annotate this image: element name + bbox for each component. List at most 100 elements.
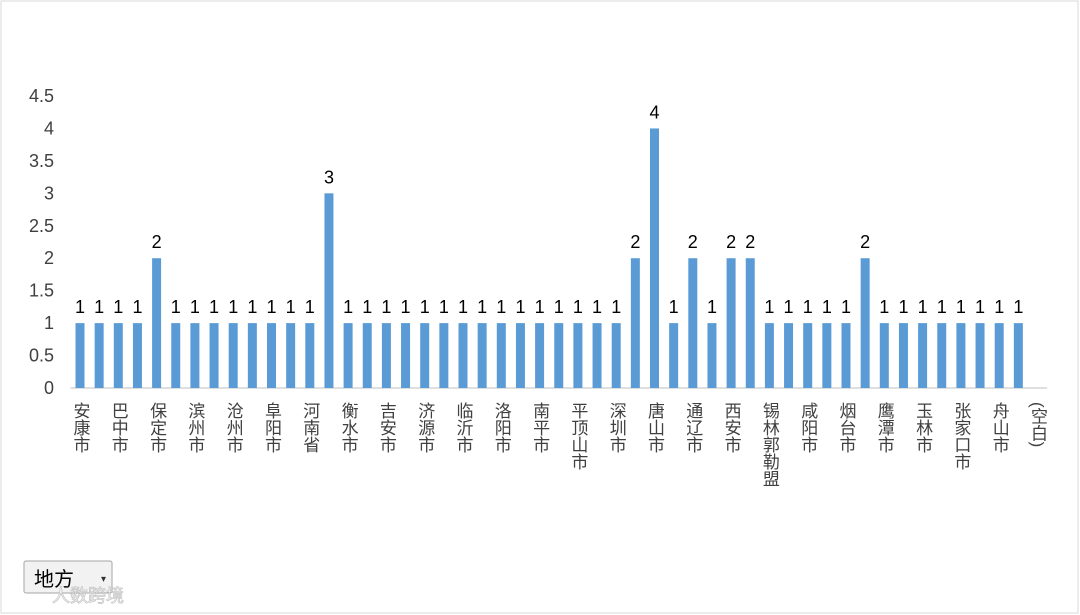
bar	[803, 323, 813, 388]
x-tick-label: 衡水市	[339, 402, 359, 453]
data-label: 1	[381, 297, 391, 317]
bar	[554, 323, 564, 388]
data-label: 1	[458, 297, 468, 317]
data-label: 1	[535, 297, 545, 317]
data-label: 2	[152, 232, 162, 252]
data-label: 1	[879, 297, 889, 317]
bar	[918, 323, 928, 388]
data-label: 2	[745, 232, 755, 252]
x-tick-label: 吉安市	[377, 402, 397, 453]
field-button-label[interactable]: 地方	[34, 568, 74, 591]
bar	[190, 323, 200, 388]
bar	[860, 258, 870, 388]
data-label: 1	[132, 297, 142, 317]
data-label: 2	[630, 232, 640, 252]
bar	[496, 323, 506, 388]
data-label: 1	[898, 297, 908, 317]
data-label: 1	[113, 297, 123, 317]
bar	[439, 323, 449, 388]
data-label: 1	[707, 297, 717, 317]
bar	[1013, 323, 1023, 388]
data-label: 1	[841, 297, 851, 317]
field-button-box[interactable]	[23, 560, 113, 594]
bar	[132, 323, 142, 388]
x-tick-label: 张家口市	[951, 402, 971, 470]
x-tick-label: 河南省	[300, 402, 320, 453]
bar	[458, 323, 468, 388]
data-label: 1	[496, 297, 506, 317]
data-label: 1	[1013, 297, 1023, 317]
x-tick-label: 锡林郭勒盟	[760, 402, 780, 487]
bar	[784, 323, 794, 388]
bar	[381, 323, 391, 388]
x-tick-label: 滨州市	[185, 402, 205, 453]
y-tick-label: 0.5	[29, 346, 54, 366]
data-label: 1	[343, 297, 353, 317]
bar	[937, 323, 947, 388]
watermark: 人数跨境	[52, 586, 124, 606]
data-label: 1	[611, 297, 621, 317]
data-label: 1	[420, 297, 430, 317]
data-label: 1	[228, 297, 238, 317]
data-label: 1	[937, 297, 947, 317]
dropdown-arrow[interactable]: ▾	[101, 574, 106, 585]
x-tick-label: 平顶山市	[568, 402, 588, 470]
bar	[573, 323, 583, 388]
bar	[535, 323, 545, 388]
data-label: 1	[669, 297, 679, 317]
bar	[75, 323, 85, 388]
bar	[879, 323, 889, 388]
x-tick-label: 西安市	[722, 402, 742, 453]
bar	[362, 323, 372, 388]
data-label: 1	[286, 297, 296, 317]
bar	[343, 323, 353, 388]
data-label: 1	[209, 297, 219, 317]
bar	[630, 258, 640, 388]
y-tick-label: 4	[44, 118, 54, 138]
data-label: 1	[784, 297, 794, 317]
y-tick-label: 2.5	[29, 216, 54, 236]
y-tick-label: 3	[44, 183, 54, 203]
x-tick-label: 深圳市	[607, 402, 627, 453]
bar	[324, 193, 334, 388]
bar	[650, 128, 659, 388]
bar	[707, 323, 717, 388]
bar	[286, 323, 296, 388]
bar	[228, 323, 238, 388]
bar	[592, 323, 602, 388]
bar	[171, 323, 181, 388]
bar	[113, 323, 123, 388]
data-label: 1	[918, 297, 928, 317]
bar	[420, 323, 430, 388]
x-tick-label: (空白)	[1028, 402, 1047, 447]
bar	[94, 323, 104, 388]
x-tick-label: 南平市	[530, 402, 550, 453]
x-tick-label: 巴中市	[109, 402, 129, 453]
data-label: 1	[573, 297, 583, 317]
bar	[822, 323, 832, 388]
y-tick-label: 2	[44, 248, 54, 268]
bar	[956, 323, 966, 388]
field-button[interactable]: 地方 ▾	[23, 560, 113, 594]
data-label: 1	[362, 297, 372, 317]
x-tick-label: 济源市	[415, 402, 435, 453]
bar	[669, 323, 679, 388]
x-tick-label: 通辽市	[683, 402, 703, 453]
data-label: 1	[266, 297, 276, 317]
bar	[841, 323, 851, 388]
data-label: 1	[477, 297, 487, 317]
data-label: 1	[822, 297, 832, 317]
bar	[688, 258, 698, 388]
data-label: 1	[439, 297, 449, 317]
bar	[611, 323, 621, 388]
bar	[515, 323, 525, 388]
data-label: 2	[726, 232, 736, 252]
bar	[975, 323, 985, 388]
data-label: 1	[94, 297, 104, 317]
data-label: 1	[592, 297, 602, 317]
bar	[994, 323, 1004, 388]
data-label: 1	[75, 297, 85, 317]
y-tick-label: 0	[44, 378, 54, 398]
bar	[267, 323, 276, 388]
